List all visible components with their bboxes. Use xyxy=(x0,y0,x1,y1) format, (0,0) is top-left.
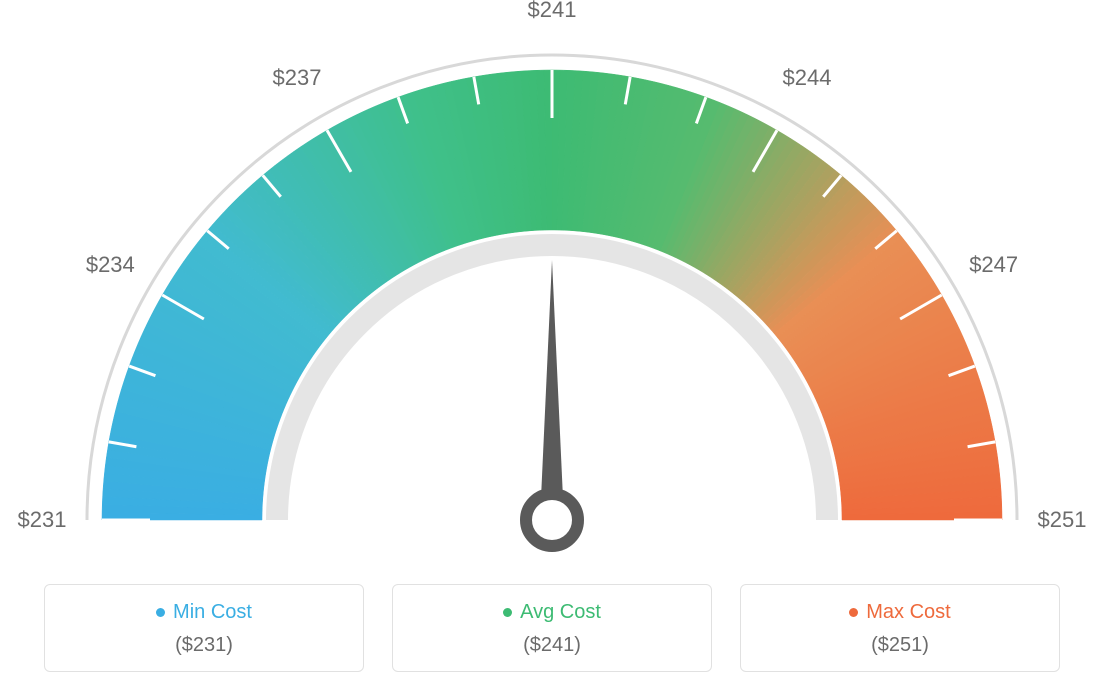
legend-value-min: ($231) xyxy=(55,634,353,657)
legend-title-avg: Avg Cost xyxy=(503,601,601,624)
gauge-chart: $231 $234 $237 $241 $244 $247 $251 xyxy=(0,0,1104,560)
gauge-tick-label: $231 xyxy=(18,507,67,533)
legend-title-max: Max Cost xyxy=(849,601,950,624)
gauge-tick-label: $244 xyxy=(783,65,832,91)
legend-value-max: ($251) xyxy=(751,634,1049,657)
legend-label-avg: Avg Cost xyxy=(520,601,601,624)
legend-card-avg: Avg Cost ($241) xyxy=(392,584,712,672)
legend-label-max: Max Cost xyxy=(866,601,950,624)
gauge-tick-label: $237 xyxy=(273,65,322,91)
legend-label-min: Min Cost xyxy=(173,601,252,624)
legend-card-min: Min Cost ($231) xyxy=(44,584,364,672)
legend-value-avg: ($241) xyxy=(403,634,701,657)
gauge-tick-label: $241 xyxy=(528,0,577,23)
legend-title-min: Min Cost xyxy=(156,601,252,624)
gauge-tick-label: $251 xyxy=(1038,507,1087,533)
gauge-svg xyxy=(0,0,1104,560)
gauge-tick-label: $234 xyxy=(86,252,135,278)
legend-dot-max xyxy=(849,608,858,617)
legend-row: Min Cost ($231) Avg Cost ($241) Max Cost… xyxy=(0,584,1104,672)
legend-card-max: Max Cost ($251) xyxy=(740,584,1060,672)
legend-dot-min xyxy=(156,608,165,617)
gauge-tick-label: $247 xyxy=(969,252,1018,278)
legend-dot-avg xyxy=(503,608,512,617)
